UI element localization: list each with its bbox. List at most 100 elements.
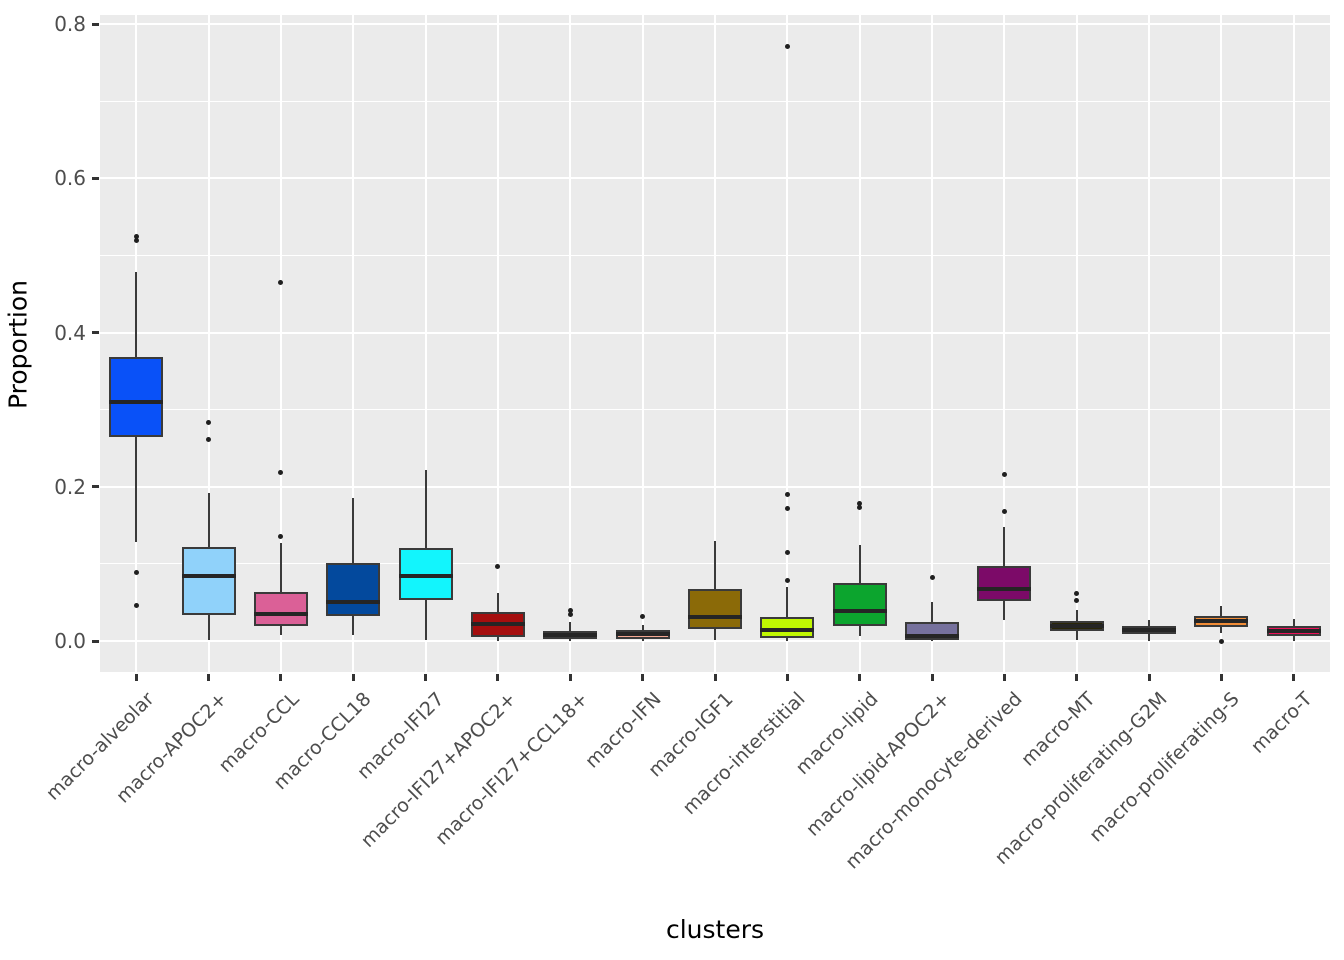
outlier-dot xyxy=(133,238,139,244)
chart-panel xyxy=(100,15,1330,672)
whisker-line xyxy=(786,587,789,641)
y-tick-mark xyxy=(92,485,99,489)
median-line xyxy=(326,600,381,605)
outlier-dot xyxy=(278,534,284,540)
median-line xyxy=(1194,618,1249,623)
x-tick-mark xyxy=(641,674,645,681)
outlier-dot xyxy=(1001,471,1007,477)
y-tick-label: 0.0 xyxy=(54,629,86,653)
y-tick-label: 0.8 xyxy=(54,12,86,37)
category-gridline xyxy=(641,15,644,672)
x-tick-mark xyxy=(1219,674,1223,681)
y-tick-mark xyxy=(92,176,99,180)
y-tick-mark xyxy=(92,331,99,335)
x-tick-mark xyxy=(568,674,572,681)
y-tick-label: 0.4 xyxy=(54,320,86,345)
whisker-line xyxy=(931,602,934,641)
outlier-dot xyxy=(784,505,790,511)
outlier-dot xyxy=(133,603,139,609)
boxplot-box xyxy=(109,356,164,437)
median-line xyxy=(470,622,525,627)
category-gridline xyxy=(1003,15,1006,672)
median-line xyxy=(1049,623,1104,628)
median-line xyxy=(977,587,1032,592)
category-gridline xyxy=(496,15,499,672)
median-line xyxy=(398,574,453,579)
outlier-dot xyxy=(133,233,139,239)
y-tick-mark xyxy=(92,639,99,643)
outlier-dot xyxy=(1001,508,1007,514)
median-line xyxy=(1122,628,1177,633)
x-category-label: macro-IFI27+CCL18+ xyxy=(431,688,593,850)
x-tick-mark xyxy=(785,674,789,681)
median-line xyxy=(760,628,815,633)
category-gridline xyxy=(1220,15,1223,672)
x-category-label: macro-proliferating-S xyxy=(1085,688,1245,847)
x-tick-mark xyxy=(207,674,211,681)
outlier-dot xyxy=(784,549,790,555)
x-tick-mark xyxy=(1292,674,1296,681)
boxplot-box xyxy=(760,617,815,638)
category-gridline xyxy=(1075,15,1078,672)
median-line xyxy=(832,608,887,613)
median-line xyxy=(688,615,742,620)
x-tick-mark xyxy=(424,674,428,681)
x-tick-mark xyxy=(496,674,500,681)
boxplot-box xyxy=(181,546,236,615)
outlier-dot xyxy=(857,500,863,506)
boxplot-box xyxy=(977,566,1032,601)
x-tick-mark xyxy=(351,674,355,681)
outlier-dot xyxy=(784,492,790,498)
whisker-line xyxy=(279,543,282,635)
outlier-dot xyxy=(1074,591,1080,597)
category-gridline xyxy=(1292,15,1295,672)
y-tick-mark xyxy=(92,22,99,26)
outlier-dot xyxy=(640,613,646,619)
category-gridline xyxy=(1148,15,1151,672)
x-category-label: macro-interstitial xyxy=(678,688,810,820)
y-tick-label: 0.2 xyxy=(54,474,86,499)
boxplot-box xyxy=(688,589,742,629)
outlier-dot xyxy=(784,578,790,584)
boxplot-box xyxy=(253,591,308,627)
outlier-dot xyxy=(206,436,212,442)
boxplot-box xyxy=(326,563,381,617)
category-gridline xyxy=(858,15,861,672)
outlier-dot xyxy=(857,505,863,511)
x-tick-mark xyxy=(858,674,862,681)
category-gridline xyxy=(352,15,355,672)
outlier-dot xyxy=(784,44,790,50)
median-line xyxy=(253,612,308,617)
category-gridline xyxy=(424,15,427,672)
outlier-dot xyxy=(278,280,284,286)
category-gridline xyxy=(569,15,572,672)
outlier-dot xyxy=(278,470,284,476)
outlier-dot xyxy=(567,611,573,617)
category-gridline xyxy=(786,15,789,672)
x-tick-mark xyxy=(1002,674,1006,681)
outlier-dot xyxy=(1074,597,1080,603)
median-line xyxy=(543,632,598,637)
outlier-dot xyxy=(133,569,139,575)
category-gridline xyxy=(279,15,282,672)
outlier-dot xyxy=(567,607,573,613)
x-tick-mark xyxy=(713,674,717,681)
x-tick-mark xyxy=(134,674,138,681)
boxplot-box xyxy=(832,583,887,626)
x-category-label: macro-T xyxy=(1246,688,1317,758)
median-line xyxy=(905,633,960,638)
y-tick-label: 0.6 xyxy=(54,166,86,191)
x-tick-mark xyxy=(930,674,934,681)
median-line xyxy=(1266,628,1321,633)
median-line xyxy=(181,574,236,579)
category-gridline xyxy=(931,15,934,672)
median-line xyxy=(615,632,670,637)
outlier-dot xyxy=(929,574,935,580)
median-line xyxy=(109,400,164,405)
category-gridline xyxy=(207,15,210,672)
boxplot-box xyxy=(398,547,453,601)
x-tick-mark xyxy=(279,674,283,681)
outlier-dot xyxy=(1218,638,1224,644)
outlier-dot xyxy=(206,419,212,425)
